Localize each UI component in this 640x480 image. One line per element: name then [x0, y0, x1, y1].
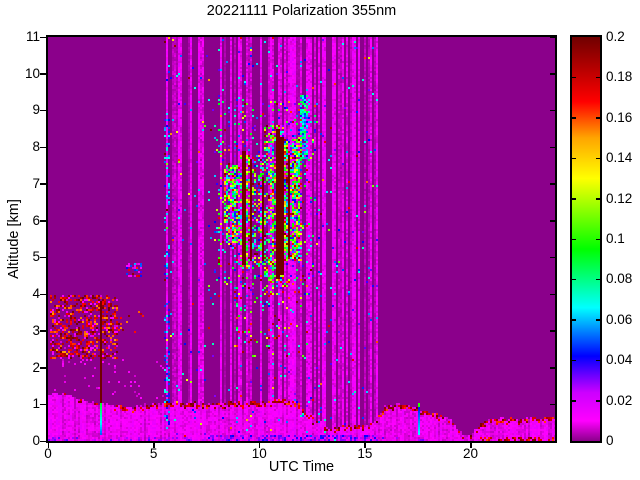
colorbar-tick-label: 0.06 — [606, 311, 633, 327]
y-tick-label: 4 — [32, 286, 40, 302]
x-tick-label: 15 — [357, 446, 373, 461]
colorbar-tick-label: 0.04 — [606, 352, 633, 368]
colorbar-tick-label: 0.18 — [606, 69, 633, 85]
colorbar-tick-label: 0.16 — [606, 109, 633, 125]
colorbar-tick-right — [596, 319, 600, 321]
x-tick — [364, 443, 366, 448]
y-tick-right — [550, 403, 555, 406]
x-axis-label: UTC Time — [268, 459, 335, 475]
y-tick — [40, 293, 46, 296]
colorbar-tick-right — [596, 278, 600, 281]
colorbar-tick-label: 0.02 — [606, 392, 633, 408]
x-tick — [258, 443, 261, 448]
colorbar-tick-left — [572, 359, 576, 362]
x-tick — [47, 443, 49, 448]
plot-area — [46, 35, 557, 443]
y-tick-right — [550, 109, 555, 112]
colorbar-tick-right — [596, 117, 600, 119]
y-tick — [40, 73, 46, 75]
y-tick-right — [550, 330, 555, 332]
colorbar-tick-left — [572, 76, 576, 79]
colorbar-tick-right — [596, 157, 600, 160]
y-tick-label: 5 — [32, 249, 40, 265]
colorbar-tick-label: 0.12 — [606, 190, 633, 206]
y-tick-right — [550, 293, 555, 296]
y-tick-right — [550, 367, 555, 369]
x-tick-label: 10 — [251, 446, 267, 461]
y-tick — [40, 330, 46, 332]
y-tick-label: 6 — [32, 212, 40, 228]
y-tick — [40, 183, 46, 185]
colorbar-tick-left — [572, 400, 576, 402]
x-tick-label: 20 — [462, 446, 479, 461]
y-tick-label: 9 — [32, 102, 40, 118]
heatmap-canvas — [48, 37, 555, 441]
colorbar-tick-left — [572, 238, 576, 240]
y-tick-label: 0 — [32, 433, 40, 448]
colorbar-tick-right — [596, 359, 600, 362]
colorbar-tick-left — [572, 157, 576, 160]
colorbar-tick-label: 0.14 — [606, 150, 633, 166]
y-tick — [40, 36, 46, 38]
y-tick-right — [550, 220, 555, 222]
y-tick-right — [550, 256, 555, 259]
y-tick — [40, 146, 46, 149]
y-tick-label: 10 — [24, 65, 40, 81]
y-tick-label: 3 — [32, 322, 40, 338]
y-tick-label: 11 — [25, 29, 40, 44]
colorbar-tick-right — [596, 400, 600, 402]
colorbar-tick-label: 0.08 — [606, 271, 633, 287]
colorbar-canvas — [572, 37, 600, 441]
y-tick-right — [550, 146, 555, 149]
y-axis-label: Altitude [km] — [6, 199, 22, 279]
x-tick-label: 0 — [44, 446, 52, 461]
y-tick-right — [550, 73, 555, 75]
y-tick-label: 8 — [32, 139, 40, 155]
colorbar-tick-left — [572, 319, 576, 321]
y-tick-label: 7 — [32, 175, 40, 191]
y-tick-label: 2 — [32, 359, 40, 375]
y-tick — [40, 440, 46, 442]
y-tick — [40, 403, 46, 406]
x-tick-label: 5 — [149, 446, 158, 461]
colorbar-tick-left — [572, 117, 576, 119]
colorbar-tick-label: 0 — [606, 433, 614, 448]
y-tick-label: 1 — [32, 396, 40, 412]
y-tick — [40, 367, 46, 369]
colorbar-tick-right — [596, 238, 600, 240]
colorbar-tick-label: 0.2 — [606, 29, 625, 44]
colorbar-tick-right — [596, 198, 600, 200]
x-tick — [153, 443, 155, 448]
y-tick — [40, 220, 46, 222]
colorbar-tick-left — [572, 278, 576, 281]
y-tick-right — [550, 36, 555, 38]
y-tick-right — [550, 440, 555, 442]
colorbar-tick-right — [596, 76, 600, 79]
chart-title: 20221111 Polarization 355nm — [206, 3, 397, 19]
y-tick — [40, 109, 46, 112]
colorbar — [570, 35, 602, 443]
y-tick — [40, 256, 46, 259]
colorbar-tick-left — [572, 198, 576, 200]
y-tick-right — [550, 183, 555, 185]
colorbar-tick-label: 0.1 — [606, 231, 625, 246]
x-tick — [470, 443, 472, 448]
